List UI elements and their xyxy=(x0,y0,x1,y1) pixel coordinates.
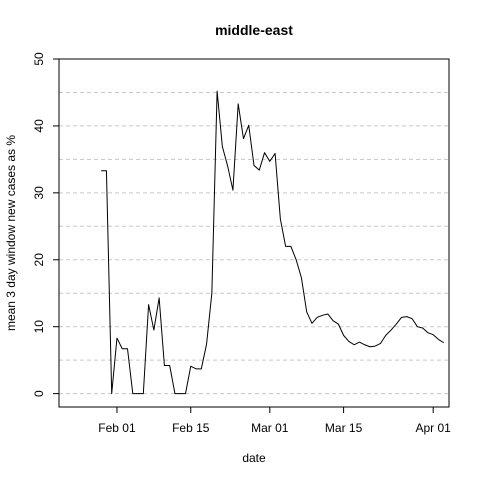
grid-lines xyxy=(59,58,449,395)
series-line xyxy=(101,90,444,395)
x-tick-label: Feb 01 xyxy=(98,421,136,435)
chart-title: middle-east xyxy=(215,22,293,38)
y-tick-label: 20 xyxy=(32,253,46,267)
x-axis-label: date xyxy=(242,451,266,465)
x-axis: Feb 01 Feb 15 Mar 01 Mar 15 Apr 01 xyxy=(98,407,451,435)
y-tick-label: 30 xyxy=(32,186,46,200)
y-tick-label: 10 xyxy=(32,320,46,334)
y-tick-label: 0 xyxy=(32,390,46,397)
plot-area xyxy=(58,58,450,408)
y-tick-label: 40 xyxy=(32,119,46,133)
x-tick-label: Mar 01 xyxy=(251,421,289,435)
x-tick-label: Apr 01 xyxy=(416,421,452,435)
x-tick-label: Mar 15 xyxy=(325,421,363,435)
y-axis-label: mean 3 day window new cases as % xyxy=(4,135,18,331)
y-tick-label: 50 xyxy=(32,52,46,66)
y-axis: 0 10 20 30 40 50 xyxy=(32,52,59,397)
x-tick-label: Feb 15 xyxy=(172,421,210,435)
